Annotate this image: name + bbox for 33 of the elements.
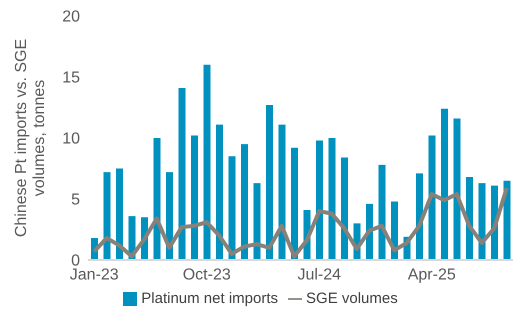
bar	[328, 138, 336, 260]
x-tick-label: Apr-25	[408, 266, 456, 284]
bar	[178, 88, 186, 260]
bar	[104, 172, 110, 260]
y-tick-label: 20	[62, 8, 80, 26]
x-tick-label: Jul-24	[297, 266, 342, 284]
bar	[341, 158, 348, 260]
bar	[116, 168, 123, 260]
x-tick-label: Oct-23	[182, 266, 231, 284]
bar	[454, 118, 460, 260]
bar	[204, 64, 210, 260]
bar	[504, 180, 510, 260]
legend-label: Platinum net imports	[141, 290, 278, 307]
bar	[266, 105, 273, 260]
bar	[378, 164, 386, 260]
y-tick-label: 10	[62, 130, 80, 148]
legend-label: SGE volumes	[306, 290, 398, 307]
bar	[216, 124, 223, 260]
bar	[254, 183, 260, 260]
bar	[316, 140, 323, 260]
bar	[278, 124, 286, 260]
y-tick-label: 15	[62, 70, 80, 87]
bar	[191, 136, 198, 260]
y-tick-label: 5	[71, 192, 80, 209]
bar	[154, 138, 160, 260]
bar	[441, 108, 448, 260]
bar	[428, 136, 436, 260]
y-axis-title: Chinese Pt imports vs. SGE volumes, tonnes	[13, 38, 48, 238]
line-series	[92, 186, 509, 258]
bar	[291, 148, 298, 260]
bar	[478, 183, 486, 260]
bar	[241, 144, 248, 260]
bar	[228, 156, 236, 260]
